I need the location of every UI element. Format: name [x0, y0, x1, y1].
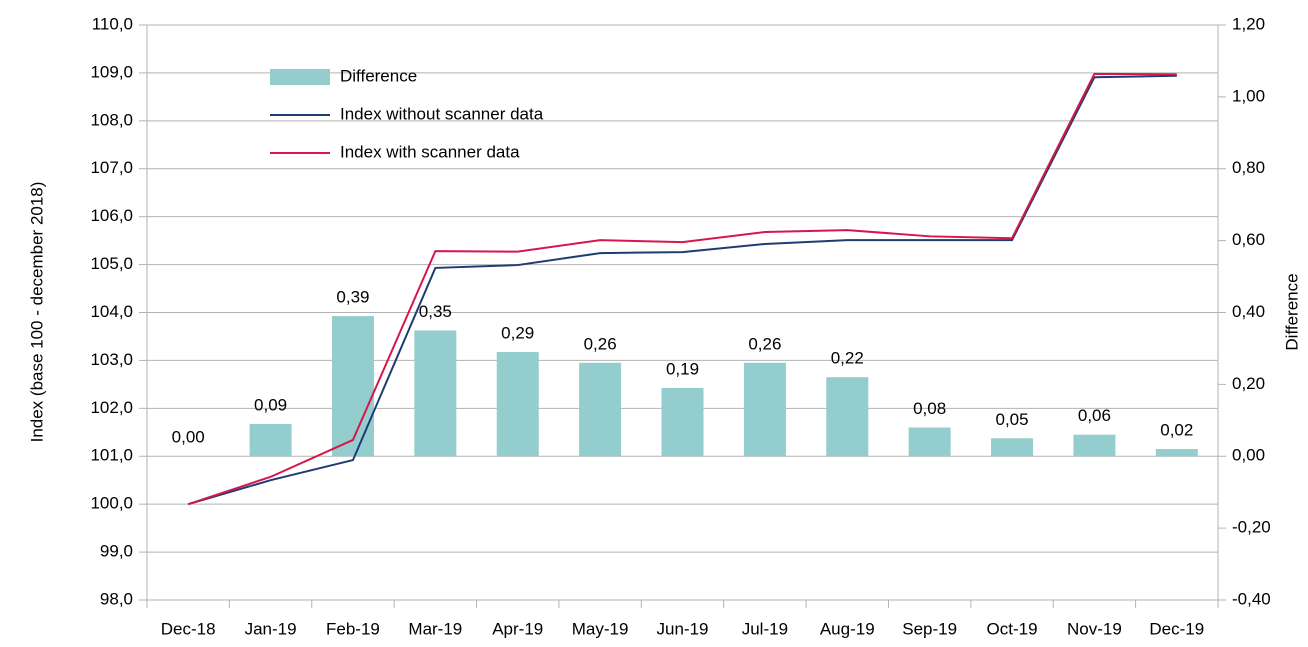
bar-value-label: 0,22: [831, 349, 864, 368]
bar-value-label: 0,02: [1160, 421, 1193, 440]
bar: [1073, 434, 1116, 457]
bar: [743, 362, 786, 457]
line-series: [187, 72, 1177, 506]
y2-tick-label: 1,20: [1232, 14, 1265, 33]
bar-value-label: 0,35: [419, 302, 452, 321]
x-tick-label: Dec-18: [161, 619, 216, 638]
y-axis-title: Index (base 100 - december 2018): [27, 182, 46, 443]
y2-tick-label: 0,00: [1232, 446, 1265, 465]
bar-value-label: 0,08: [913, 399, 946, 418]
y2-tick-label: -0,40: [1232, 589, 1271, 608]
y-tick-label: 109,0: [90, 62, 133, 81]
bar: [414, 330, 457, 457]
y2-tick-label: 0,20: [1232, 374, 1265, 393]
bar: [1155, 449, 1198, 457]
legend-label: Index with scanner data: [340, 142, 520, 161]
y2-tick-label: 0,60: [1232, 230, 1265, 249]
x-tick-label: Jun-19: [657, 619, 709, 638]
y2-axis-title: Difference: [1282, 273, 1301, 350]
y-tick-label: 98,0: [100, 589, 133, 608]
bar: [496, 352, 539, 457]
y-tick-label: 103,0: [90, 350, 133, 369]
y-tick-label: 104,0: [90, 302, 133, 321]
x-tick-label: Mar-19: [408, 619, 462, 638]
y-tick-label: 106,0: [90, 206, 133, 225]
x-tick-label: Dec-19: [1149, 619, 1204, 638]
y2-tick-label: 0,80: [1232, 158, 1265, 177]
y-tick-label: 101,0: [90, 446, 133, 465]
x-tick-label: Jan-19: [245, 619, 297, 638]
bar-value-label: 0,00: [172, 428, 205, 447]
bar: [579, 362, 622, 457]
bar-value-label: 0,29: [501, 324, 534, 343]
bar-value-label: 0,26: [748, 334, 781, 353]
x-tick-label: Feb-19: [326, 619, 380, 638]
x-tick-label: Oct-19: [987, 619, 1038, 638]
bar-value-label: 0,09: [254, 395, 287, 414]
y-tick-label: 102,0: [90, 398, 133, 417]
y2-tick-label: -0,20: [1232, 518, 1271, 537]
x-tick-label: Jul-19: [742, 619, 788, 638]
bar: [826, 377, 869, 457]
bar-value-label: 0,06: [1078, 406, 1111, 425]
y-tick-label: 107,0: [90, 158, 133, 177]
bar-value-label: 0,19: [666, 359, 699, 378]
bar: [331, 316, 374, 457]
x-tick-label: Nov-19: [1067, 619, 1122, 638]
legend-swatch: [270, 69, 330, 85]
y2-tick-label: 0,40: [1232, 302, 1265, 321]
y-tick-label: 110,0: [92, 14, 133, 33]
bar-value-label: 0,05: [995, 410, 1028, 429]
bar-value-label: 0,26: [584, 334, 617, 353]
x-tick-label: Sep-19: [902, 619, 957, 638]
y-tick-label: 100,0: [90, 494, 133, 513]
y-tick-label: 99,0: [100, 542, 133, 561]
x-tick-label: Apr-19: [492, 619, 543, 638]
x-tick-label: May-19: [572, 619, 629, 638]
bar: [661, 387, 704, 457]
legend-label: Index without scanner data: [340, 104, 544, 123]
x-tick-label: Aug-19: [820, 619, 875, 638]
legend-label: Difference: [340, 66, 417, 85]
bar-value-label: 0,39: [336, 288, 369, 307]
bar: [908, 427, 951, 457]
bar: [991, 438, 1034, 457]
bar: [249, 423, 292, 457]
y-tick-label: 105,0: [90, 254, 133, 273]
y-tick-label: 108,0: [90, 110, 133, 129]
y2-tick-label: 1,00: [1232, 86, 1265, 105]
line-series: [187, 74, 1177, 506]
